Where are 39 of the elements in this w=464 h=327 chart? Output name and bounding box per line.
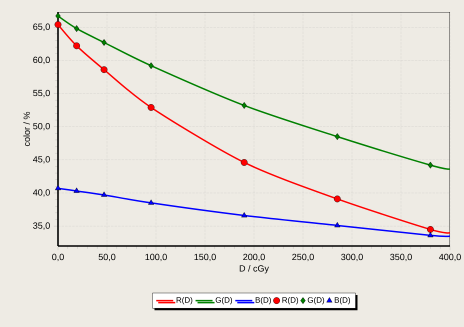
point — [240, 159, 248, 166]
point — [55, 184, 61, 190]
point — [100, 66, 108, 74]
point — [427, 226, 434, 233]
x-tick-label: 50,0 — [98, 254, 116, 262]
x-tick-label: 400,0 — [438, 254, 461, 262]
x-tick-label: 300,0 — [341, 254, 363, 262]
point — [427, 232, 434, 238]
point — [101, 192, 108, 197]
point — [241, 212, 248, 218]
y-tick-label: 35,0 — [33, 222, 50, 230]
point — [242, 102, 247, 109]
y-axis-title: color / % — [23, 112, 30, 146]
x-tick-label: 100,0 — [145, 254, 167, 262]
x-tick-label: 250,0 — [292, 254, 314, 262]
y-tick-label: 60,0 — [33, 56, 50, 64]
y-tick-label: 40,0 — [32, 189, 50, 197]
point — [54, 21, 62, 28]
y-tick-label: 50,0 — [33, 122, 50, 130]
y-tick-label: 65,0 — [33, 24, 50, 31]
x-tick-label: 0,0 — [52, 254, 64, 262]
x-axis-title: D / cGy — [240, 265, 269, 274]
point — [428, 162, 433, 169]
x-tick-label: 200,0 — [243, 254, 265, 262]
point — [148, 200, 154, 205]
point — [148, 104, 154, 111]
y-tick-label: 55,0 — [33, 90, 50, 98]
point — [148, 62, 154, 70]
y-tick-label: 45,0 — [32, 156, 50, 164]
point — [334, 222, 340, 228]
x-tick-label: 350,0 — [390, 254, 412, 262]
x-tick-label: 150,0 — [194, 254, 216, 262]
point — [101, 39, 107, 46]
point — [55, 12, 61, 20]
point — [334, 196, 341, 202]
point — [334, 133, 340, 140]
point — [73, 42, 80, 50]
point — [74, 188, 80, 193]
point — [74, 25, 80, 32]
